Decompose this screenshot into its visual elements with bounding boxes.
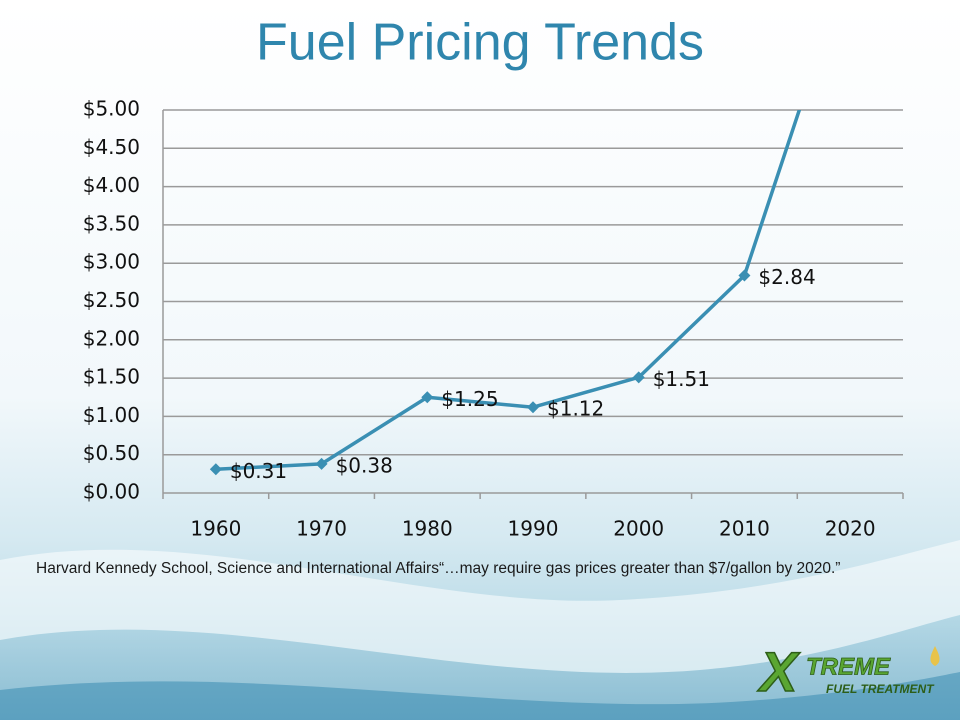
logo-tagline: FUEL TREATMENT	[826, 682, 935, 696]
marker	[315, 457, 328, 470]
data-label: $1.25	[441, 387, 498, 411]
x-tick-label: 1990	[508, 517, 559, 541]
data-label: $0.38	[336, 453, 393, 477]
y-tick-label: $0.50	[83, 441, 140, 465]
data-label: $1.51	[653, 367, 710, 391]
y-tick-label: $3.50	[83, 211, 140, 235]
y-tick-label: $3.00	[83, 250, 140, 274]
y-tick-label: $0.00	[83, 480, 140, 504]
logo: X TREME FUEL TREATMENT	[756, 639, 940, 704]
data-label: $0.31	[230, 459, 287, 483]
y-tick-label: $4.00	[83, 173, 140, 197]
wave-dark	[0, 672, 960, 720]
logo-mark: X	[757, 640, 801, 703]
marker	[209, 463, 222, 476]
data-label: $1.12	[547, 397, 604, 421]
data-label: $2.84	[758, 265, 815, 289]
y-tick-label: $2.50	[83, 288, 140, 312]
logo-drop	[930, 646, 940, 666]
x-tick-label: 2010	[719, 517, 770, 541]
marker	[632, 371, 645, 384]
marker	[527, 401, 539, 414]
footnote: Harvard Kennedy School, Science and Inte…	[36, 560, 841, 577]
plot	[209, 110, 802, 476]
logo-word: TREME	[806, 653, 891, 680]
x-tick-label: 2000	[613, 517, 664, 541]
chart-title: Fuel Pricing Trends	[256, 14, 704, 72]
y-tick-label: $5.00	[83, 97, 140, 121]
marker	[421, 391, 434, 404]
x-tick-label: 1960	[190, 517, 241, 541]
marker	[738, 269, 751, 282]
y-tick-label: $4.50	[83, 135, 140, 159]
y-tick-label: $2.00	[83, 326, 140, 350]
x-tick-label: 1970	[296, 517, 347, 541]
y-tick-label: $1.50	[83, 365, 140, 389]
x-tick-label: 2020	[825, 517, 876, 541]
y-tick-label: $1.00	[83, 403, 140, 427]
x-tick-label: 1980	[402, 517, 453, 541]
